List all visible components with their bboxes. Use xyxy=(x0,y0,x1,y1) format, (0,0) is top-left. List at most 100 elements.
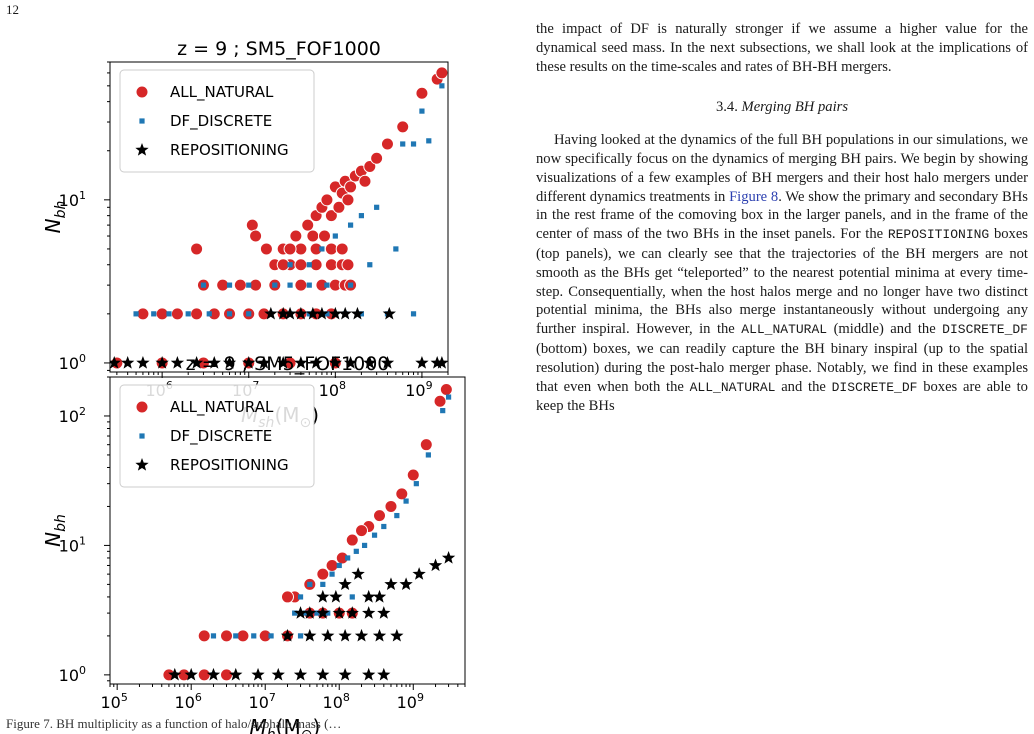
point-all-natural xyxy=(324,258,338,272)
point-df-discrete xyxy=(297,594,304,600)
point-repositioning xyxy=(351,567,365,580)
point-df-discrete xyxy=(403,498,409,504)
x-axis-label-tail: (M xyxy=(276,715,301,734)
x-tick-label: 107 xyxy=(249,691,276,712)
point-df-discrete xyxy=(329,571,335,577)
point-repositioning xyxy=(168,667,182,681)
point-repositioning xyxy=(303,628,317,642)
point-all-natural xyxy=(155,307,169,321)
point-all-natural xyxy=(355,524,369,538)
point-all-natural xyxy=(136,307,150,321)
x-tick-label: 106 xyxy=(175,691,202,712)
x-axis-label-sun: ⊙ xyxy=(301,727,313,734)
point-repositioning xyxy=(428,558,443,572)
point-df-discrete xyxy=(306,282,312,288)
point-repositioning xyxy=(242,355,256,369)
y-tick-label: 100 xyxy=(59,352,86,373)
point-df-discrete xyxy=(185,311,191,317)
point-repositioning xyxy=(315,306,329,320)
point-df-discrete xyxy=(349,594,355,600)
point-repositioning xyxy=(309,355,323,369)
text-column: the impact of DF is naturally stronger i… xyxy=(536,20,1028,416)
point-all-natural xyxy=(220,668,234,682)
x-tick-exponent: 9 xyxy=(426,379,433,392)
point-all-natural xyxy=(345,533,359,547)
section-heading: 3.4. Merging BH pairs xyxy=(536,98,1028,117)
x-tick-exponent: 8 xyxy=(343,691,350,704)
code-term: REPOSITIONING xyxy=(887,227,990,243)
text-run: Having looked at the dynamics of the ful… xyxy=(536,132,1028,205)
point-df-discrete xyxy=(287,282,293,288)
point-df-discrete xyxy=(246,311,252,317)
y-tick-exponent: 1 xyxy=(79,534,86,547)
x-tick-exponent: 7 xyxy=(269,691,276,704)
point-repositioning xyxy=(377,606,391,619)
point-repositioning xyxy=(377,667,391,681)
legend: ALL_NATURAL DF_DISCRETE REPOSITIONING xyxy=(119,69,315,173)
legend-label: DF_DISCRETE xyxy=(170,112,272,131)
point-repositioning xyxy=(294,355,308,369)
x-tick-label: 109 xyxy=(405,379,432,400)
point-df-discrete xyxy=(324,311,330,317)
point-repositioning xyxy=(399,577,413,591)
point-df-discrete xyxy=(306,262,312,268)
y-axis-label: Nbh xyxy=(41,514,69,547)
point-all-natural xyxy=(216,278,230,292)
point-all-natural xyxy=(249,278,263,292)
point-repositioning xyxy=(415,355,429,369)
figure-8-link[interactable]: Figure 8 xyxy=(729,188,779,205)
legend-label: DF_DISCRETE xyxy=(170,427,272,446)
y-tick-exponent: 0 xyxy=(79,352,86,365)
point-all-natural xyxy=(316,567,330,581)
point-repositioning xyxy=(384,577,398,591)
point-repositioning xyxy=(345,606,359,619)
point-df-discrete xyxy=(419,108,425,114)
point-all-natural xyxy=(294,278,308,292)
point-repositioning xyxy=(264,306,278,320)
figure-canvas: z = 9 ; SM5_FOF1000106107108109100101Msh… xyxy=(41,38,466,734)
figure: z = 9 ; SM5_FOF1000106107108109100101Msh… xyxy=(41,38,466,734)
text-run: (bottom) boxes, we can readily capture t… xyxy=(536,340,1028,395)
point-df-discrete xyxy=(251,633,257,639)
point-all-natural xyxy=(320,193,334,207)
point-repositioning xyxy=(321,628,335,642)
y-axis-label-sub: bh xyxy=(53,201,69,219)
x-axis-label: Mh(M⊙) xyxy=(250,715,321,734)
point-all-natural xyxy=(170,307,184,321)
legend-label: ALL_NATURAL xyxy=(170,83,274,102)
y-tick-exponent: 1 xyxy=(79,189,86,202)
point-all-natural xyxy=(341,258,355,272)
point-repositioning xyxy=(303,606,317,619)
point-df-discrete xyxy=(210,633,217,639)
point-repositioning xyxy=(276,355,290,369)
point-df-discrete xyxy=(381,523,387,530)
point-repositioning xyxy=(276,306,290,320)
code-term: DISCRETE_DF xyxy=(831,379,918,395)
point-df-discrete xyxy=(268,633,274,639)
point-repositioning xyxy=(229,667,243,681)
point-repositioning xyxy=(363,355,377,369)
point-repositioning xyxy=(412,567,426,580)
point-df-discrete xyxy=(332,233,338,239)
point-all-natural xyxy=(380,137,394,151)
point-repositioning xyxy=(390,628,404,642)
point-all-natural xyxy=(384,499,398,513)
point-repositioning xyxy=(271,667,285,681)
point-repositioning xyxy=(372,589,387,603)
point-df-discrete xyxy=(400,141,406,147)
point-df-discrete xyxy=(226,282,233,288)
legend-marker-repositioning xyxy=(135,143,149,156)
point-all-natural xyxy=(190,307,204,321)
x-tick-label: 108 xyxy=(319,379,346,400)
point-all-natural xyxy=(396,120,410,134)
point-all-natural xyxy=(324,242,338,256)
point-df-discrete xyxy=(166,311,172,317)
legend: ALL_NATURAL DF_DISCRETE REPOSITIONING xyxy=(119,384,315,488)
point-all-natural xyxy=(259,242,273,256)
legend-label: REPOSITIONING xyxy=(170,456,289,474)
x-tick-exponent: 8 xyxy=(339,379,346,392)
point-df-discrete xyxy=(426,138,432,144)
point-repositioning xyxy=(207,355,221,369)
point-all-natural xyxy=(373,509,387,523)
point-repositioning xyxy=(328,355,342,369)
